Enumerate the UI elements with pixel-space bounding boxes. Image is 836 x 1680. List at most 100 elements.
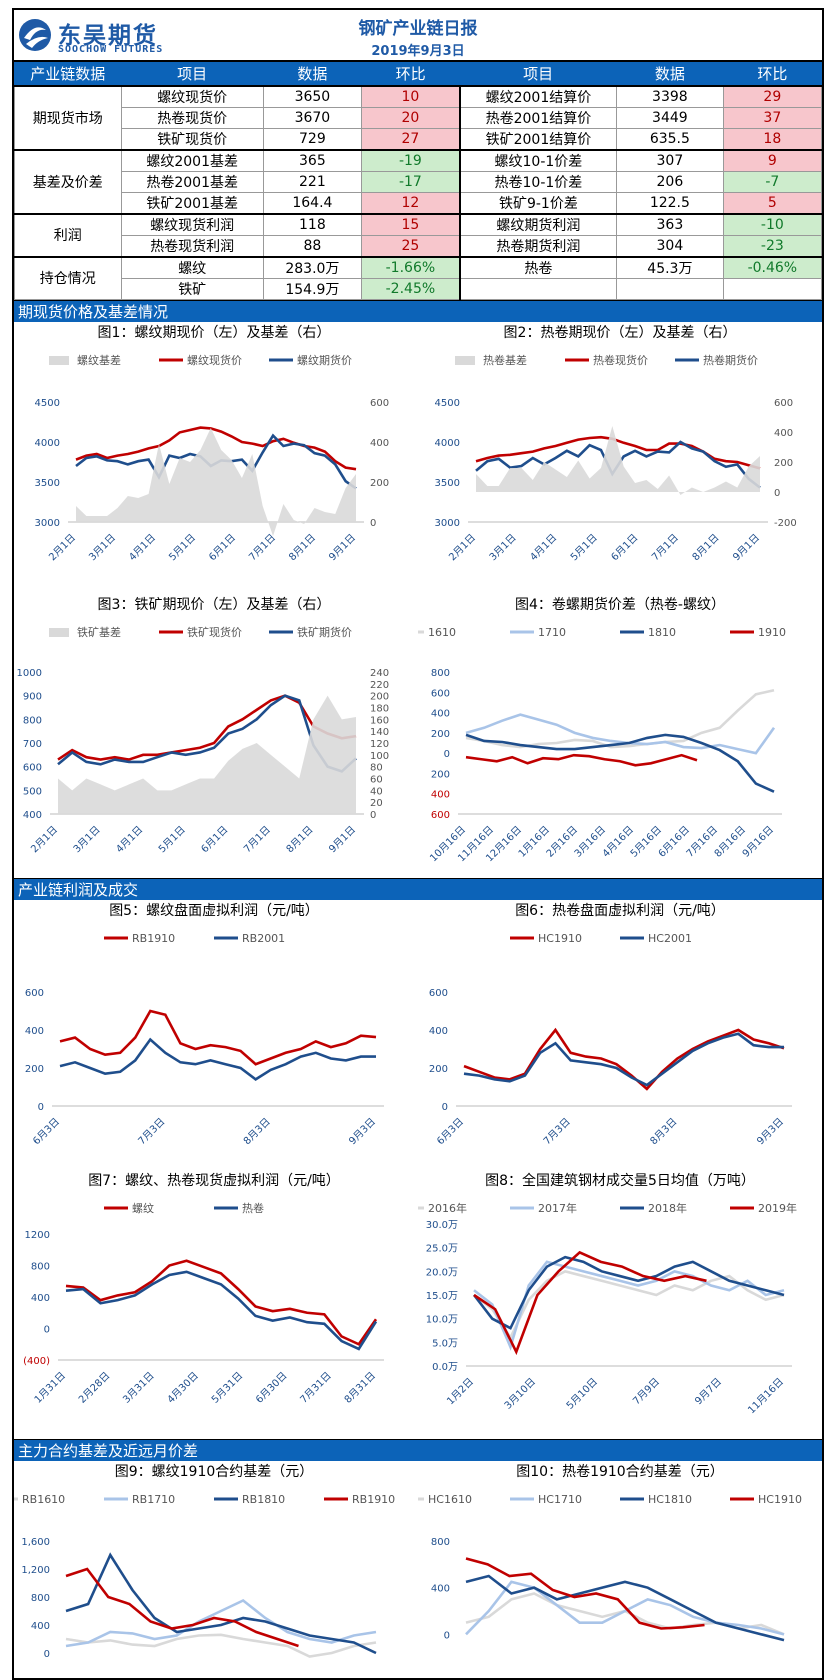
y-tick-label: 800 (431, 1537, 450, 1548)
series-line (65, 1566, 299, 1647)
group-label: 利润 (14, 212, 122, 257)
chart-svg: RB1910 RB2001 600 400 200 0 6月3日 7月3日 8月3日 9月3日 (25, 932, 384, 1147)
y-tick-label: 20.0万 (426, 1267, 458, 1278)
x-tick-label: 7月1日 (649, 531, 681, 563)
series-line (472, 1255, 785, 1330)
section-header-profit: 产业链利润及成交 (14, 877, 822, 900)
table-row: 持仓情况 螺纹 283.0万 -1.66% 热卷 45.3万 -0.46% (14, 255, 822, 300)
table-header-cell: 环比 (722, 62, 822, 86)
item-cell: 热卷现货利润 (120, 234, 264, 257)
change-cell: 10 (361, 84, 461, 108)
chart: 图1：螺纹期现价（左）及基差（右） 螺纹基差 螺纹现货价 螺纹期货价 4500 4000 3… (14, 322, 414, 594)
section-header-prices: 期现货价格及基差情况 (14, 299, 822, 322)
item-cell: 铁矿现货价 (120, 127, 264, 150)
y-tick-label: 700 (23, 739, 42, 750)
x-tick-label: 2月1日 (28, 823, 60, 855)
value-cell: 118 (262, 212, 363, 236)
legend-label: 热卷现货价 (593, 353, 648, 367)
x-tick-label: 4月1日 (126, 531, 158, 563)
y-tick-label: 400 (31, 1677, 50, 1680)
series-line (473, 1269, 785, 1340)
item-cell: 螺纹2001基差 (120, 148, 264, 172)
legend-label: 铁矿基差 (77, 625, 121, 639)
chart-title: 图7：螺纹、热卷现货虚拟利润（元/吨） (88, 1172, 340, 1189)
item-cell: 热卷2001基差 (120, 170, 264, 193)
x-tick-label: 6月3日 (30, 1115, 62, 1147)
y2-tick-label: 80 (370, 762, 383, 773)
change-cell: 29 (722, 84, 822, 108)
y-tick-label: 0 (444, 1630, 450, 1641)
y-tick-label: 800 (31, 1593, 50, 1604)
x-tick-label: 1月31日 (32, 1369, 68, 1405)
x-tick-label: 3月1日 (487, 531, 519, 563)
item-cell: 铁矿2001结算价 (458, 127, 618, 150)
y-tick-label: 600 (23, 762, 42, 773)
y-tick-label: 400 (31, 1293, 50, 1304)
y-tick-label: 0.0万 (432, 1362, 458, 1373)
chart-grid-basis: 图9：螺纹1910合约基差（元） RB1610 RB1710 RB1810 RB1910… (14, 1461, 822, 1680)
value-cell: 635.5 (616, 127, 724, 150)
value-cell: 729 (262, 127, 363, 150)
y-tick-label: 400 (431, 1677, 450, 1680)
section-header-basis: 主力合约基差及近远月价差 (14, 1438, 822, 1461)
group-label: 期现货市场 (14, 84, 122, 150)
chart-svg: 螺纹 热卷 1200 800 400 0 (400) 1月31日 2月28日 3月31日 4月30日… (23, 1201, 384, 1405)
change-cell: -19 (361, 148, 461, 172)
item-cell: 热卷期货利润 (458, 234, 618, 257)
y-tick-label: 500 (23, 786, 42, 797)
value-cell: 304 (616, 234, 724, 257)
item-cell (458, 277, 618, 300)
legend-label: HC2001 (648, 932, 692, 945)
legend-label: 2017年 (538, 1201, 577, 1215)
legend-label: RB2001 (242, 932, 285, 945)
series-line (75, 425, 357, 470)
x-tick-label: 9月16日 (740, 823, 776, 859)
series-line (57, 693, 357, 761)
value-cell: 221 (262, 170, 363, 193)
legend-label: HC1710 (538, 1493, 582, 1506)
change-cell: 18 (722, 127, 822, 150)
chart-title: 图2：热卷期现价（左）及基差（右） (503, 324, 737, 341)
x-tick-label: 8月1日 (284, 823, 316, 855)
item-cell: 热卷2001结算价 (458, 106, 618, 129)
x-tick-label: 8月3日 (648, 1115, 680, 1147)
x-tick-label: 8月3日 (241, 1115, 273, 1147)
y-tick-label: 200 (431, 769, 450, 780)
legend-swatch (49, 627, 69, 637)
x-tick-label: 9月3日 (754, 1115, 786, 1147)
x-tick-label: 8月1日 (690, 531, 722, 563)
series-line (65, 1269, 378, 1351)
y2-tick-label: 180 (370, 703, 389, 714)
y2-tick-label: 100 (370, 750, 389, 761)
legend-label: 铁矿现货价 (187, 625, 242, 639)
chart: 图5：螺纹盘面虚拟利润（元/吨） RB1910 RB2001 600 400 200 0 6月… (14, 900, 414, 1170)
change-cell: 9 (722, 148, 822, 172)
series-line (59, 1008, 377, 1066)
x-tick-label: 7月1日 (241, 823, 273, 855)
y2-tick-label: 60 (370, 774, 383, 785)
item-cell: 铁矿2001基差 (120, 191, 264, 214)
y-tick-label: 0 (44, 1324, 50, 1335)
table-row: 铁矿 154.9万 -2.45% (15, 277, 822, 300)
x-tick-label: 5月1日 (156, 823, 188, 855)
value-cell: 122.5 (616, 191, 724, 214)
chart-svg: HC1910 HC2001 600 400 200 0 6月3日 7月3日 8月3日 9月3日 (429, 932, 792, 1147)
y2-tick-label: -200 (774, 518, 797, 529)
chart: 图9：螺纹1910合约基差（元） RB1610 RB1710 RB1810 RB1910… (14, 1461, 414, 1680)
series-line (465, 1556, 705, 1630)
y-tick-label: 4000 (35, 438, 60, 449)
x-tick-label: 3月1日 (71, 823, 103, 855)
chart-title: 图8：全国建筑钢材成交量5日均值（万吨） (485, 1172, 755, 1189)
change-cell: -23 (722, 234, 822, 257)
x-tick-label: 2月1日 (446, 531, 478, 563)
chart-svg: 螺纹基差 螺纹现货价 螺纹期货价 4500 4000 3500 3000 600 400 200 0… (35, 353, 390, 563)
legend-label: 螺纹 (132, 1201, 154, 1215)
legend-label: 1710 (538, 626, 566, 639)
chart: 图3：铁矿期现价（左）及基差（右） 铁矿基差 铁矿现货价 铁矿期货价 1000 900 80… (14, 594, 414, 874)
logo-chinese-name: 东吴期货 (58, 23, 158, 49)
legend-label: 2018年 (648, 1201, 687, 1215)
value-cell: 164.4 (262, 191, 363, 214)
y-tick-label: 900 (23, 691, 42, 702)
y-tick-label: 0 (444, 749, 450, 760)
